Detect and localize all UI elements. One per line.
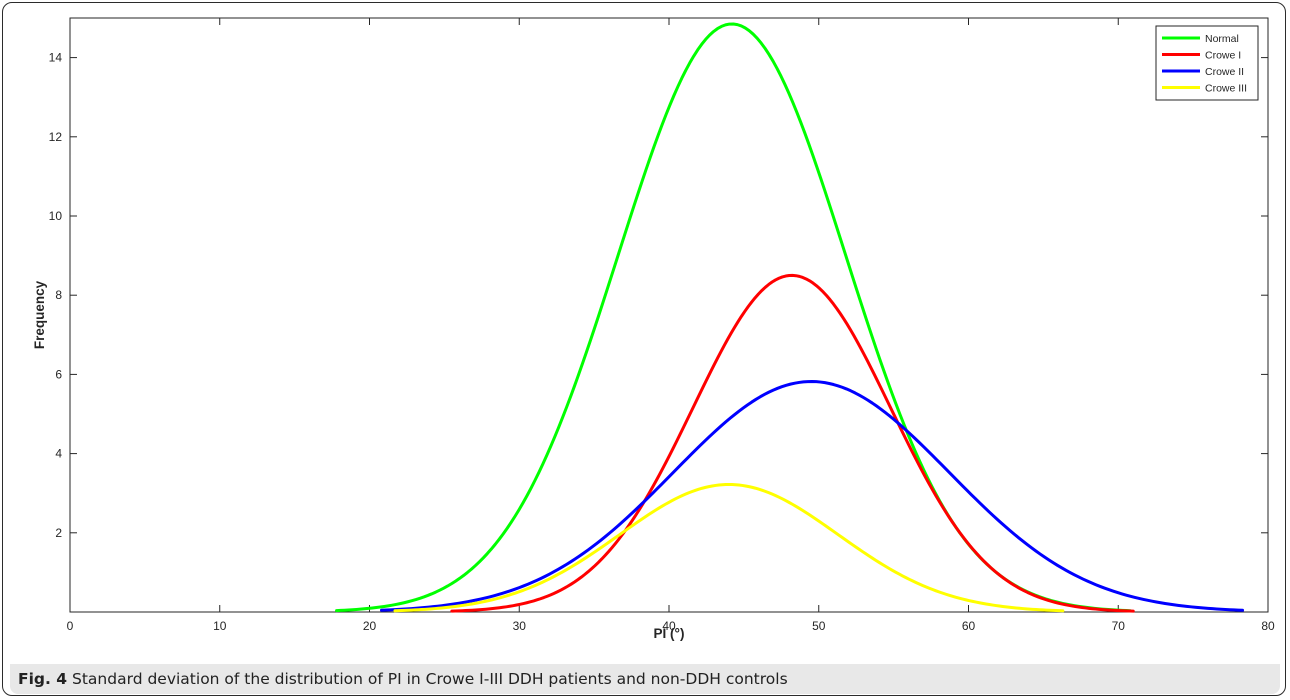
y-tick-label: 12	[49, 130, 63, 144]
y-tick-label: 14	[49, 51, 63, 65]
legend: Normal Crowe I Crowe II Crowe III	[1155, 25, 1259, 101]
y-tick-label: 2	[55, 526, 62, 540]
caption-label: Fig. 4	[18, 670, 68, 688]
caption-text: Standard deviation of the distribution o…	[72, 670, 788, 688]
y-tick-label: 8	[55, 288, 62, 302]
x-tick-label: 20	[363, 619, 377, 633]
series-line-crowe-ii	[379, 380, 1245, 612]
legend-label: Crowe II	[1205, 66, 1244, 78]
y-tick-label: 6	[55, 367, 62, 381]
legend-label: Normal	[1205, 33, 1239, 45]
y-tick-label: 10	[49, 209, 63, 223]
x-tick-label: 30	[513, 619, 527, 633]
chart: 0 10 20 30 40 50 60 70 80 2 4 6 8 10 12 14 PI (°) Freq…	[32, 17, 1275, 641]
x-tick-label: 0	[67, 619, 74, 633]
y-tick-label: 4	[55, 447, 62, 461]
x-tick-label: 60	[962, 619, 976, 633]
plot-area	[69, 17, 1269, 613]
legend-label: Crowe I	[1205, 50, 1241, 62]
x-tick-label: 50	[812, 619, 826, 633]
x-tick-label: 10	[213, 619, 227, 633]
x-tick-label: 70	[1112, 619, 1126, 633]
figure-caption: Fig. 4 Standard deviation of the distrib…	[10, 664, 1280, 694]
series-lines	[335, 22, 1245, 613]
x-axis: 0 10 20 30 40 50 60 70 80	[67, 18, 1275, 633]
x-axis-label: PI (°)	[654, 626, 685, 641]
y-axis-label: Frequency	[32, 280, 47, 349]
series-line-crowe-i	[450, 273, 1135, 613]
y-axis: 2 4 6 8 10 12 14	[49, 51, 1268, 540]
series-line-crowe-iii	[393, 482, 1065, 613]
x-tick-label: 80	[1261, 619, 1275, 633]
x-tick-label: 40	[662, 619, 676, 633]
legend-label: Crowe III	[1205, 83, 1247, 95]
